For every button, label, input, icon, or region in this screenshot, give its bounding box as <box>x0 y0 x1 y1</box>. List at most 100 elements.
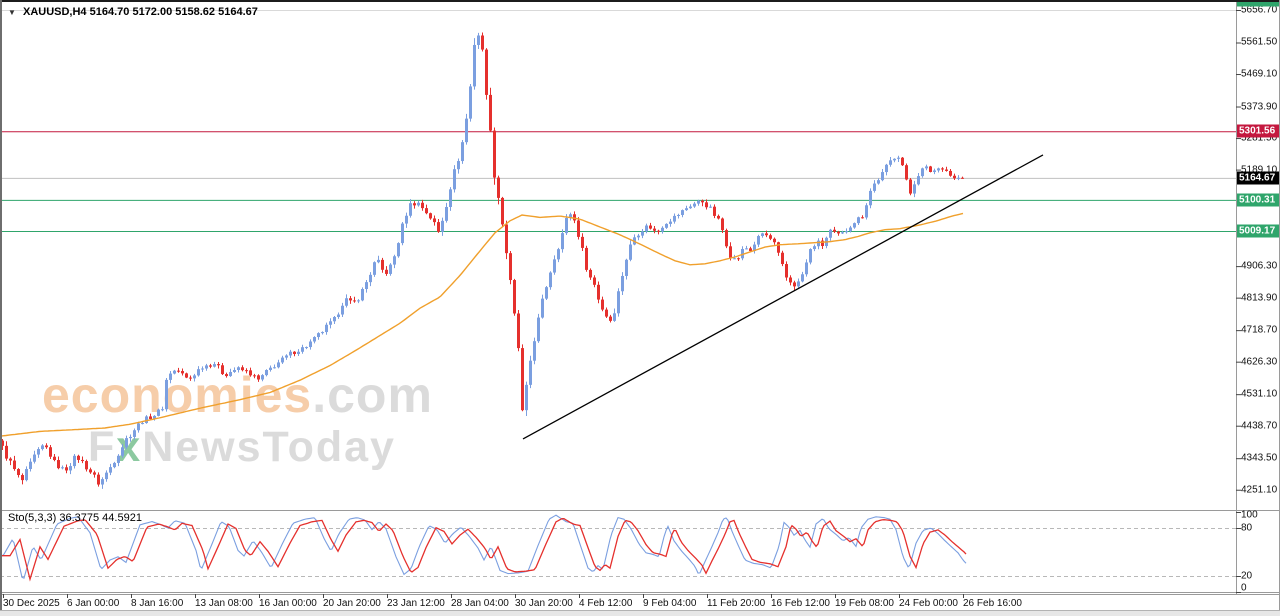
chart-title: ▼ XAUUSD,H4 5164.70 5172.00 5158.62 5164… <box>8 6 258 18</box>
candle-body <box>529 360 532 385</box>
candle-body <box>413 203 416 206</box>
candle-body <box>889 160 892 165</box>
candle-body <box>433 218 436 223</box>
candle-body <box>309 341 312 348</box>
candle-body <box>637 235 640 238</box>
candle-body <box>705 202 708 208</box>
candle-body <box>621 275 624 292</box>
candle-body <box>373 262 376 275</box>
candle-body <box>709 206 712 208</box>
candle-body <box>897 157 900 159</box>
candle-body <box>337 314 340 317</box>
candle-body <box>273 367 276 369</box>
candle-body <box>285 355 288 358</box>
candle-body <box>197 369 200 376</box>
candle-body <box>745 248 748 250</box>
candle-body <box>941 168 944 170</box>
candle-body <box>357 300 360 302</box>
indicator-label: Sto(5,3,3) 36.3775 44.5921 <box>8 512 142 524</box>
candle-body <box>209 365 212 367</box>
candle-body <box>689 206 692 209</box>
candle-body <box>457 161 460 170</box>
candle-body <box>753 244 756 252</box>
moving-average-line[interactable] <box>0 212 964 437</box>
candle-body <box>549 272 552 288</box>
candle-body <box>513 280 516 314</box>
candle-body <box>97 474 100 485</box>
candle-body <box>77 455 80 460</box>
candle-body <box>585 247 588 270</box>
candle-body <box>781 252 784 265</box>
candle-body <box>677 214 680 216</box>
candle-body <box>369 274 372 283</box>
candle-body <box>505 224 508 254</box>
window-border-left <box>0 0 2 610</box>
candle-body <box>681 210 684 215</box>
candle-body <box>725 230 728 247</box>
candle-body <box>581 236 584 248</box>
candle-body <box>465 118 468 143</box>
candle-body <box>45 445 48 448</box>
candle-body <box>13 460 16 470</box>
ohlc-high: 5172.00 <box>132 6 173 18</box>
candle-body <box>365 282 368 290</box>
candle-body <box>49 447 52 457</box>
candle-body <box>557 249 560 260</box>
candle-body <box>329 321 332 325</box>
candle-body <box>669 221 672 224</box>
candle-body <box>69 466 72 471</box>
candle-body <box>893 158 896 161</box>
candle-body <box>333 316 336 322</box>
candle-body <box>525 384 528 411</box>
candle-body <box>401 223 404 244</box>
candle-body <box>561 233 564 250</box>
candle-body <box>757 236 760 245</box>
candle-body <box>777 242 780 253</box>
candle-body <box>469 86 472 119</box>
candle-body <box>613 313 616 321</box>
candle-body <box>873 183 876 191</box>
candle-body <box>409 203 412 216</box>
candle-body <box>809 249 812 263</box>
candle-body <box>245 370 248 372</box>
chart-dropdown-icon[interactable]: ▼ <box>8 8 16 17</box>
candle-body <box>461 142 464 162</box>
candle-body <box>685 208 688 211</box>
candle-body <box>881 172 884 181</box>
ascending-trendline[interactable] <box>522 154 1044 440</box>
candle-body <box>81 459 84 462</box>
candle-body <box>233 370 236 372</box>
candle-body <box>701 200 704 203</box>
candle-body <box>89 469 92 473</box>
candle-body <box>641 231 644 236</box>
watermark-newstoday: NewsToday <box>142 423 396 471</box>
candle-body <box>377 259 380 263</box>
candle-body <box>845 231 848 233</box>
candle-body <box>133 430 136 437</box>
stochastic-signal-line <box>2 518 967 582</box>
candle-body <box>661 227 664 232</box>
candle-body <box>909 179 912 194</box>
candle-body <box>385 269 388 274</box>
candle-body <box>213 364 216 367</box>
candle-body <box>189 377 192 379</box>
candle-body <box>85 461 88 470</box>
candle-body <box>913 184 916 194</box>
candle-body <box>501 197 504 225</box>
ohlc-open: 5164.70 <box>89 6 130 18</box>
candle-body <box>105 472 108 480</box>
candle-body <box>593 277 596 285</box>
candle-body <box>837 231 840 234</box>
candle-body <box>73 455 76 467</box>
candle-body <box>325 324 328 333</box>
watermark-domain-text: .com <box>312 367 433 423</box>
candle-body <box>481 35 484 50</box>
candle-body <box>473 44 476 87</box>
candle-body <box>493 130 496 178</box>
candle-body <box>609 316 612 321</box>
candle-body <box>901 157 904 166</box>
candle-body <box>281 357 284 363</box>
candle-body <box>129 436 132 439</box>
